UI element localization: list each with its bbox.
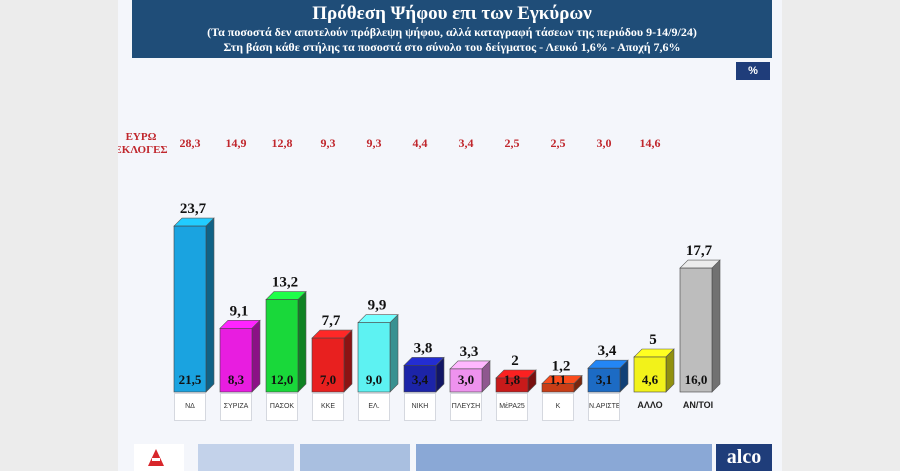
- mera25-logo: ΜέΡΑ25: [496, 393, 528, 421]
- bar-base-label: 7,0: [320, 372, 336, 387]
- bar-base-label: 4,6: [642, 372, 659, 387]
- euro-election-value: 14,9: [225, 136, 247, 150]
- bar-base-label: 12,0: [271, 372, 294, 387]
- nea-aristera-logo: Ν.ΑΡΙΣΤΕΡΑ: [588, 393, 620, 421]
- bar-base-label: 3,4: [412, 372, 429, 387]
- left-margin: [0, 0, 118, 471]
- bar-base-label: 1,8: [504, 372, 521, 387]
- bar-base-label: 1,1: [550, 372, 566, 387]
- bar: [403, 365, 437, 393]
- euro-election-value: 3,4: [458, 136, 474, 150]
- bar: [679, 267, 713, 393]
- allo-label: ΑΛΛΟ: [637, 400, 663, 410]
- euro-election-value: 2,5: [504, 136, 520, 150]
- kke-logo: ΚΚΕ: [312, 393, 344, 421]
- euro-election-value: 28,3: [179, 136, 201, 150]
- bar: [633, 356, 667, 393]
- euro-label-line1: ΕΥΡΩ: [125, 131, 157, 143]
- bar-value-label: 3,4: [598, 343, 617, 359]
- bar-base-label: 21,5: [179, 372, 202, 387]
- bar: [587, 367, 621, 393]
- bar: [541, 383, 575, 393]
- bar: [265, 299, 299, 393]
- elliniki-lysi-logo: ΕΛ. ΛΥΣΗ: [358, 393, 390, 421]
- alco-logo: alco: [716, 444, 772, 471]
- bar-value-label: 3,8: [414, 340, 433, 356]
- bar-side-face: [711, 259, 721, 393]
- euro-election-value: 3,0: [596, 136, 612, 150]
- euro-election-value: 4,4: [412, 136, 428, 150]
- chart-panel: Πρόθεση Ψήφου επι των Εγκύρων (Τα ποσοστ…: [118, 0, 782, 471]
- syriza-logo: ΣΥΡΙΖΑ: [220, 393, 252, 421]
- nd-logo: ΝΔ: [174, 393, 206, 421]
- euro-election-value: 9,3: [366, 136, 382, 150]
- euro-election-value: 9,3: [320, 136, 336, 150]
- euro-election-value: 2,5: [550, 136, 566, 150]
- antoi-label: ΑΝ/ΤΟΙ: [682, 400, 714, 410]
- bar-side-face: [251, 319, 261, 393]
- euro-elections-label: ΕΥΡΩ ΕΚΛΟΓΕΣ: [118, 131, 177, 157]
- bar-value-label: 1,2: [552, 359, 571, 375]
- footer-logo-icon: [134, 444, 184, 471]
- bar-value-label: 17,7: [686, 243, 713, 259]
- bar: [173, 225, 207, 393]
- bar: [357, 322, 391, 393]
- pasok-logo: ΠΑΣΟΚ: [266, 393, 298, 421]
- bar-value-label: 9,1: [230, 303, 249, 319]
- euro-election-value: 12,8: [271, 136, 293, 150]
- euro-election-value: 14,6: [639, 136, 661, 150]
- bar-side-face: [297, 290, 307, 393]
- bar: [219, 327, 253, 393]
- bar-value-label: 13,2: [272, 275, 298, 291]
- bar-side-face: [343, 329, 353, 393]
- footer-band-segment-3: [416, 444, 712, 471]
- kinima-logo: Κ: [542, 393, 574, 421]
- bar-value-label: 2: [511, 353, 519, 369]
- bar-side-face: [205, 217, 215, 393]
- bar: [449, 368, 483, 393]
- bar-base-label: 9,0: [366, 372, 382, 387]
- bar-value-label: 9,9: [368, 298, 387, 314]
- euro-label-line2: ΕΚΛΟΓΕΣ: [118, 144, 168, 156]
- niki-logo: ΝΙΚΗ: [404, 393, 436, 421]
- chart-subtitle-base: Στη βάση κάθε στήλης τα ποσοστά στο σύνο…: [223, 40, 681, 54]
- plefsi-logo: ΠΛΕΥΣΗ: [450, 393, 482, 421]
- bar-chart: 23,7 21,5 9,1 8,3 13,2 12,0 7,7 7,0 9,9 9,0 3,8 3,4…: [173, 201, 721, 393]
- bar-value-label: 3,3: [460, 344, 479, 360]
- chart-subtitle-period: (Τα ποσοστά δεν αποτελούν πρόβλεψη ψήφου…: [207, 25, 697, 39]
- bar: [495, 377, 529, 393]
- bar-side-face: [665, 348, 675, 393]
- bar-value-label: 5: [649, 332, 657, 348]
- header-banner: Πρόθεση Ψήφου επι των Εγκύρων (Τα ποσοστ…: [132, 0, 772, 58]
- bar-base-label: 8,3: [228, 372, 245, 387]
- percent-badge: %: [736, 62, 770, 80]
- bar-base-label: 3,1: [596, 372, 612, 387]
- footer-band-segment-2: [300, 444, 410, 471]
- bar-base-label: 3,0: [458, 372, 474, 387]
- bar: [311, 337, 345, 393]
- footer-band-segment-1: [198, 444, 294, 471]
- right-margin: [782, 0, 900, 471]
- bar-base-label: 16,0: [685, 372, 708, 387]
- chart-title: Πρόθεση Ψήφου επι των Εγκύρων: [312, 3, 592, 24]
- bar-value-label: 23,7: [180, 201, 207, 217]
- bar-side-face: [389, 313, 399, 393]
- bar-value-label: 7,7: [322, 313, 341, 329]
- footer-band: alco: [118, 438, 782, 471]
